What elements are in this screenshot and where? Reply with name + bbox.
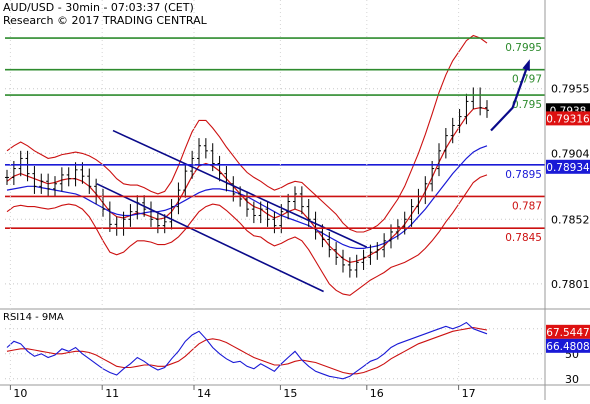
time-axis: 10 11 14 15 16 17 (9, 0, 476, 400)
rsi-tick-label: 30 (565, 373, 579, 386)
rsi-badge (546, 324, 590, 339)
projection-path (490, 61, 530, 132)
price-badge (546, 159, 590, 174)
ma-fast-line (6, 107, 488, 264)
time-tick-label: 10 (13, 387, 27, 400)
price-tick-label: 0.7852 (551, 213, 590, 226)
moving-averages (6, 107, 488, 264)
level-label: 0.7845 (505, 232, 542, 244)
price-tick-label: 0.7904 (551, 147, 590, 160)
price-bars (5, 87, 489, 278)
chart-title: AUD/USD - 30min - 07:03:37 (CET) (3, 1, 194, 14)
price-badge (546, 111, 590, 126)
chart-copyright: Research © 2017 TRADING CENTRAL (3, 14, 207, 27)
price-gridlines (5, 88, 545, 285)
bollinger-lower-line (6, 174, 488, 296)
level-label: 0.795 (512, 99, 542, 111)
channel-lower-line (96, 183, 324, 293)
time-tick-label: 15 (283, 387, 297, 400)
bollinger-upper-line (6, 34, 488, 233)
support-resistance-levels: 0.7995 0.797 0.795 0.7895 0.787 0.7845 (5, 37, 545, 244)
time-tick-label: 16 (370, 387, 384, 400)
rsi-title: RSI14 - 9MA (3, 312, 64, 323)
level-label: 0.7995 (505, 42, 542, 54)
projection-arrow (490, 59, 530, 132)
bollinger-bands (6, 34, 488, 296)
rsi-badge-label: 67.5447 (546, 327, 589, 339)
rsi-badge-label: 66.4808 (546, 341, 589, 353)
level-label: 0.797 (512, 74, 542, 86)
price-badge-label: 0.78934 (546, 162, 590, 174)
rsi-ma-line (6, 326, 488, 375)
rsi-line (6, 321, 488, 380)
price-tick-label: 0.7955 (551, 83, 590, 96)
level-label: 0.7895 (505, 169, 542, 181)
time-tick-label: 11 (105, 387, 119, 400)
rsi-badge (546, 338, 590, 353)
time-tick-label: 14 (197, 387, 211, 400)
price-tick-label: 0.7801 (551, 278, 590, 291)
price-badge-label: 0.79316 (546, 113, 590, 125)
channel-upper-line (112, 129, 368, 248)
projection-arrowhead (522, 59, 530, 72)
level-label: 0.787 (512, 200, 542, 212)
time-tick-label: 17 (462, 387, 476, 400)
